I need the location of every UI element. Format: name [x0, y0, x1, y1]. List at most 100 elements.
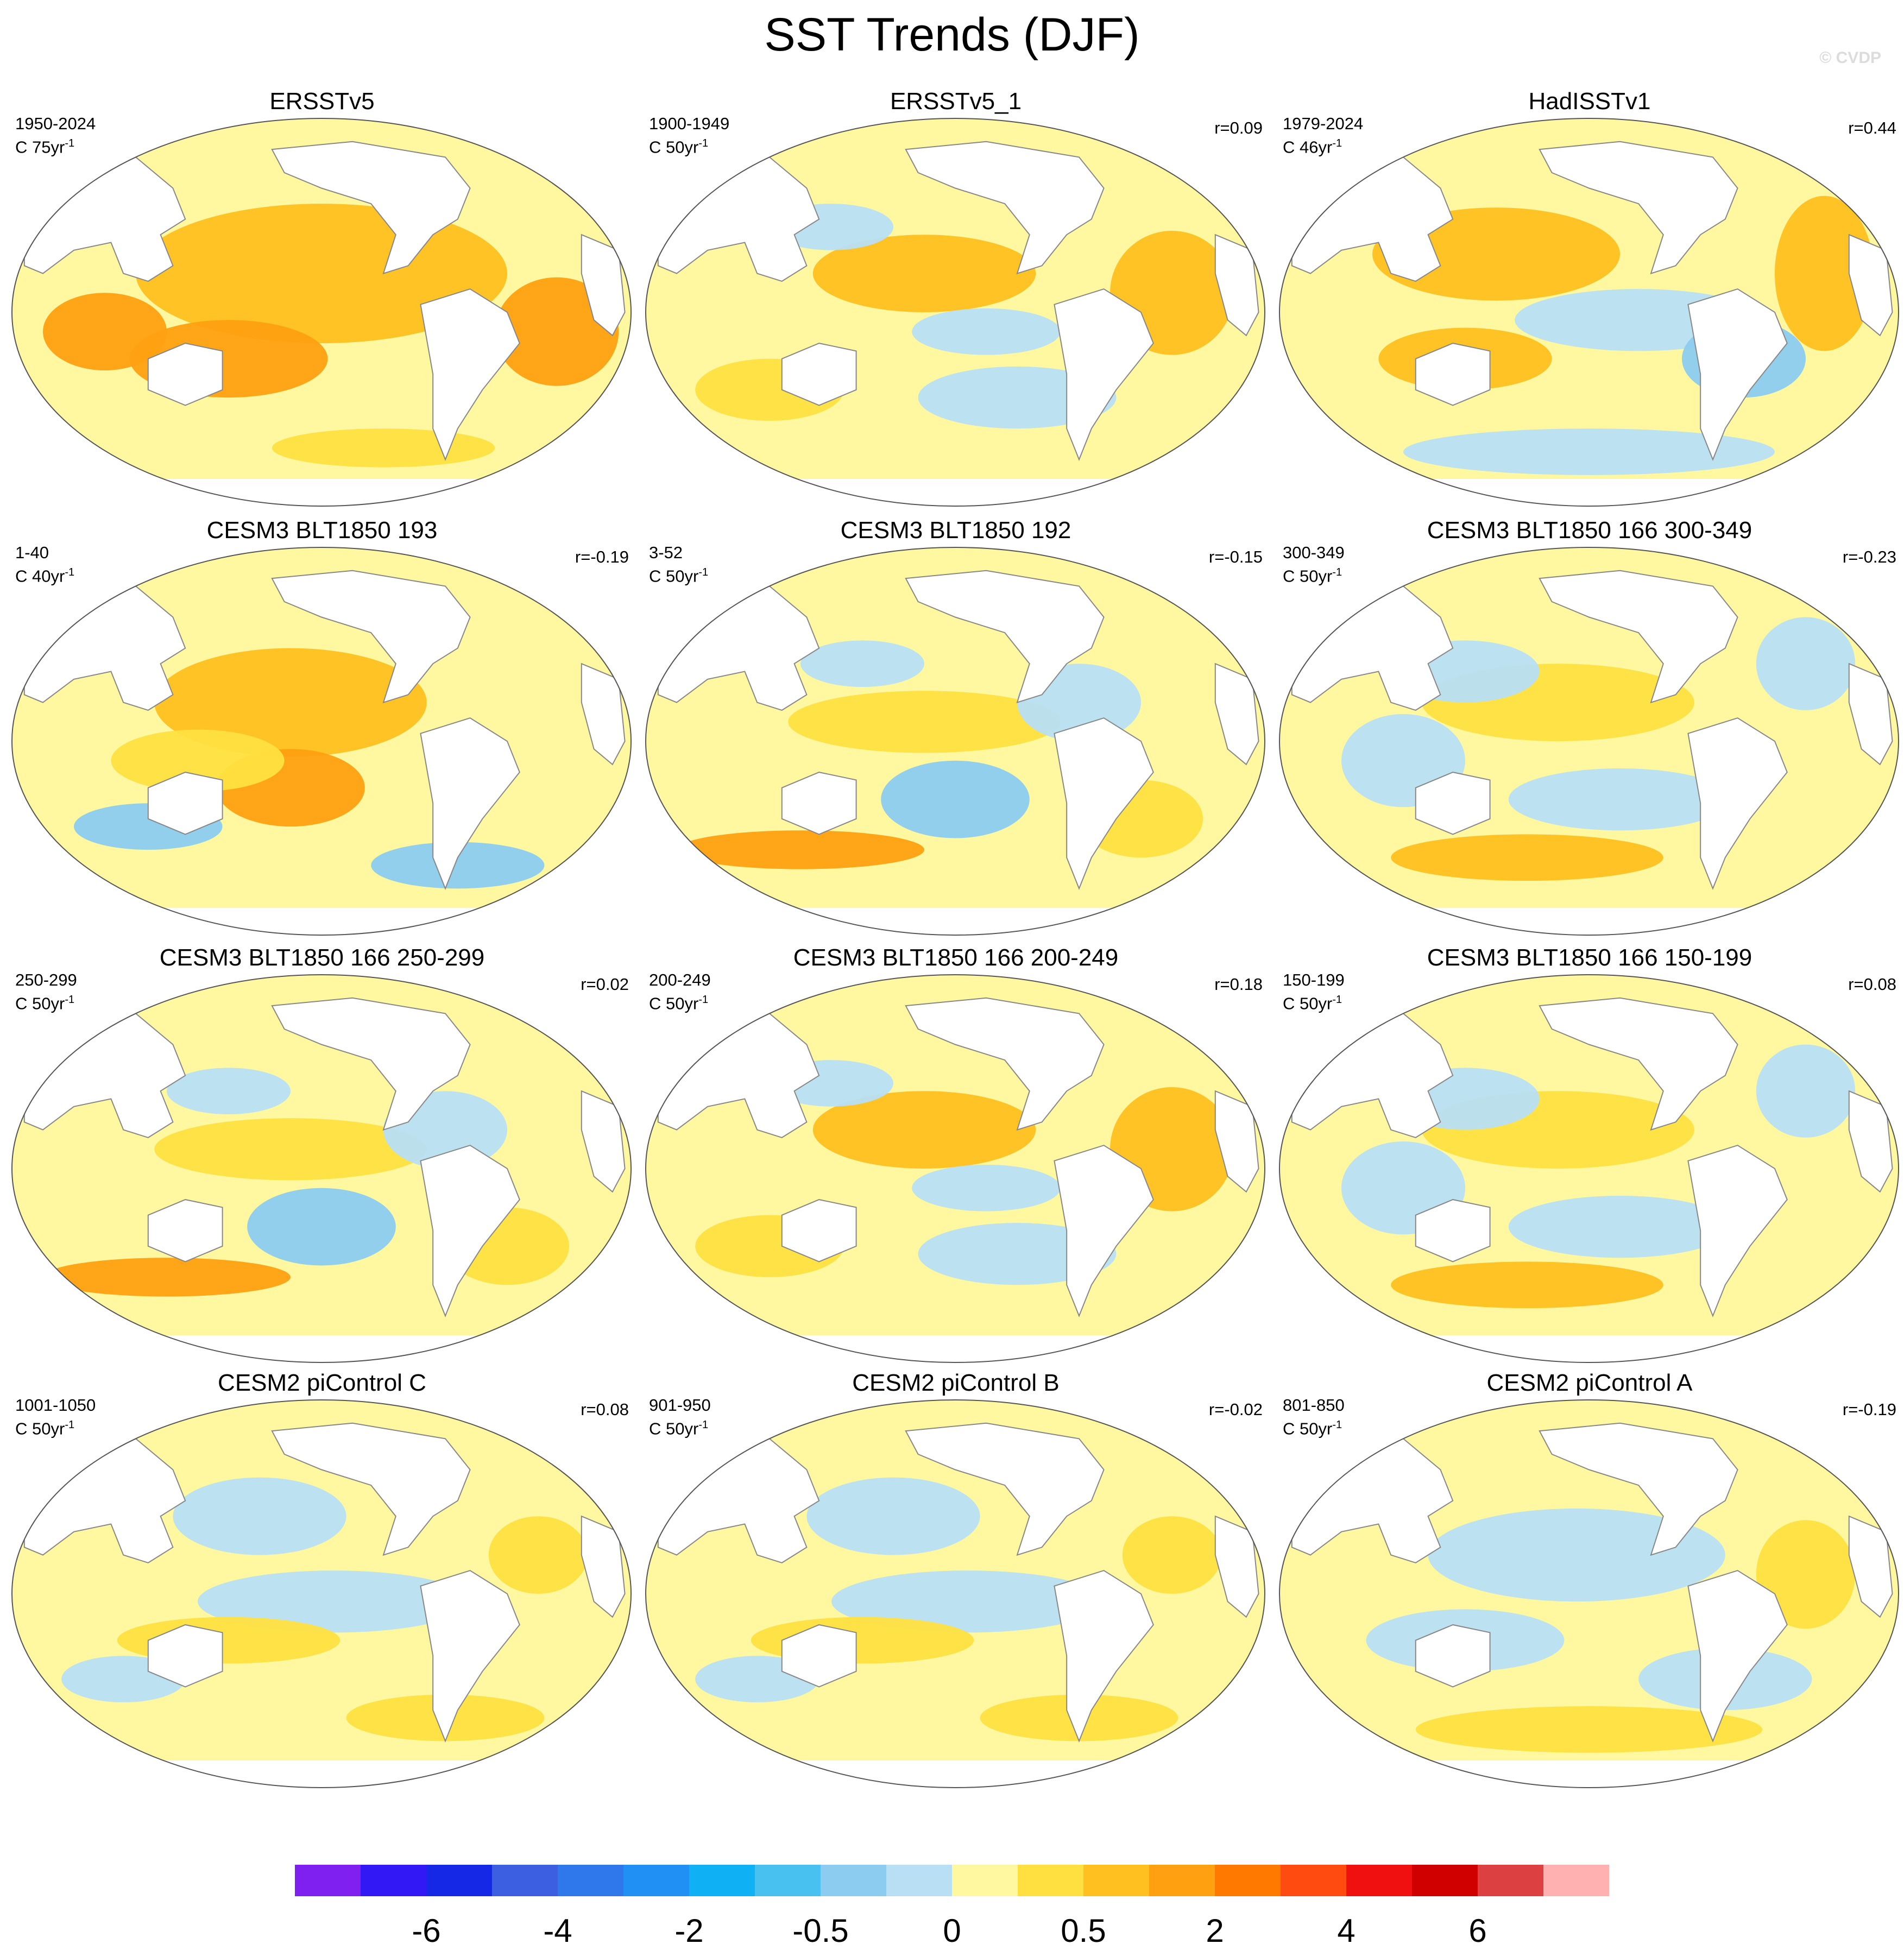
anomaly-region	[247, 1188, 396, 1266]
map-panel-p7: CESM3 BLT1850 166 250-299 250-299 C 50yr-1…	[5, 943, 639, 1372]
cvdp-credit: © CVDP	[1819, 49, 1881, 67]
figure-title: SST Trends (DJF)	[764, 9, 1140, 61]
arctic-band	[12, 975, 631, 998]
arctic-band	[1279, 118, 1899, 142]
panel-title: CESM3 BLT1850 166 250-299	[159, 944, 485, 971]
colorbar-tick-label: 6	[1468, 1913, 1487, 1949]
map-panel-p11: CESM2 piControl B 901-950 C 50yr-1 r=-0.02	[639, 1368, 1272, 1797]
australia-landmass	[1415, 1624, 1491, 1688]
anomaly-region	[1122, 1516, 1222, 1594]
colorbar-segment	[755, 1865, 821, 1896]
panel-units: C 50yr-1	[649, 137, 709, 157]
panel-title: ERSSTv5_1	[890, 88, 1022, 115]
panel-correlation: r=-0.19	[1842, 1400, 1896, 1419]
panel-correlation: r=-0.15	[1208, 547, 1263, 566]
southamerica-landmass	[1687, 1145, 1788, 1317]
panel-period: 1001-1050	[15, 1396, 96, 1415]
map-panel-p6: CESM3 BLT1850 166 300-349 300-349 C 50yr-1…	[1273, 516, 1904, 945]
colorbar-tick-label: 0	[943, 1913, 961, 1949]
colorbar-segment	[558, 1865, 624, 1896]
panel-units: C 40yr-1	[15, 566, 75, 586]
anomaly-region	[1756, 1044, 1856, 1138]
anomaly-region	[1508, 768, 1732, 831]
anomaly-region	[806, 1477, 980, 1555]
northamerica-landmass	[1539, 997, 1738, 1131]
colorbar-segment	[1149, 1865, 1215, 1896]
northamerica-landmass	[271, 1422, 471, 1556]
greenland-landmass	[518, 1415, 583, 1455]
greenland-landmass	[518, 562, 583, 603]
panel-title: CESM2 piControl B	[852, 1370, 1060, 1396]
colorbar-segment	[1346, 1865, 1413, 1896]
antarctica-landmass	[12, 479, 631, 506]
panel-period: 3-52	[649, 543, 683, 562]
anomaly-region	[1756, 617, 1856, 710]
map-panel-p3: HadISSTv1 1979-2024 C 46yr-1 r=0.44	[1273, 87, 1904, 516]
antarctica-landmass	[1279, 908, 1899, 935]
panel-correlation: r=0.08	[1848, 975, 1896, 994]
map-panel-p2: ERSSTv5_1 1900-1949 C 50yr-1 r=0.09	[639, 87, 1272, 516]
map-panel-p4: CESM3 BLT1850 193 1-40 C 40yr-1 r=-0.19	[5, 516, 639, 945]
northamerica-landmass	[905, 1422, 1105, 1556]
southamerica-landmass	[1687, 717, 1788, 890]
colorbar-tick-label: 4	[1337, 1913, 1356, 1949]
anomaly-region	[1428, 1508, 1725, 1602]
panel-title: CESM2 piControl A	[1486, 1370, 1693, 1396]
colorbar	[295, 1865, 1609, 1896]
colorbar-segment	[689, 1865, 755, 1896]
australia-landmass	[781, 1624, 857, 1688]
southamerica-landmass	[1054, 288, 1154, 461]
southamerica-landmass	[420, 1570, 520, 1743]
arctic-band	[1279, 547, 1899, 571]
sst-trend-map	[1279, 1399, 1899, 1788]
panel-correlation: r=0.02	[581, 975, 629, 994]
colorbar-segment	[1478, 1865, 1544, 1896]
panel-units: C 50yr-1	[1283, 1419, 1342, 1438]
colorbar-segment	[361, 1865, 427, 1896]
colorbar-segment	[886, 1865, 953, 1896]
colorbar-segment	[1412, 1865, 1478, 1896]
greenland-landmass	[1786, 133, 1850, 174]
map-border	[11, 1399, 632, 1788]
anomaly-region	[1508, 1195, 1732, 1258]
panel-units: C 50yr-1	[649, 994, 709, 1013]
anomaly-region	[111, 729, 285, 792]
sst-trend-map	[1279, 118, 1899, 507]
anomaly-region	[788, 691, 1061, 753]
northamerica-landmass	[905, 570, 1105, 704]
greenland-landmass	[1786, 1415, 1850, 1455]
panel-period: 250-299	[15, 970, 77, 989]
australia-landmass	[147, 343, 223, 406]
map-panel-p10: CESM2 piControl C 1001-1050 C 50yr-1 r=0.08	[5, 1368, 639, 1797]
sst-trend-map	[645, 1399, 1265, 1788]
colorbar-tick-label: 2	[1206, 1913, 1224, 1949]
antarctica-landmass	[12, 1335, 631, 1362]
anomaly-region	[1403, 428, 1775, 475]
map-border	[1279, 1399, 1899, 1788]
map-border	[645, 547, 1265, 936]
anomaly-region	[495, 277, 619, 386]
colorbar-tick-label: -4	[543, 1913, 572, 1949]
northamerica-landmass	[1539, 141, 1738, 275]
antarctica-landmass	[646, 1760, 1265, 1788]
map-border	[11, 547, 632, 936]
anomaly-region	[912, 308, 1061, 355]
australia-landmass	[1415, 343, 1491, 406]
sst-trend-map	[11, 1399, 632, 1788]
panel-title: CESM3 BLT1850 166 200-249	[793, 944, 1119, 971]
colorbar-segment	[821, 1865, 887, 1896]
anomaly-region	[1391, 834, 1663, 881]
panel-units: C 50yr-1	[649, 566, 709, 586]
panel-correlation: r=-0.23	[1842, 547, 1896, 566]
arctic-band	[646, 118, 1265, 142]
northamerica-landmass	[271, 997, 471, 1131]
map-panel-p5: CESM3 BLT1850 192 3-52 C 50yr-1 r=-0.15	[639, 516, 1272, 945]
map-border	[1279, 547, 1899, 936]
panel-correlation: r=0.09	[1214, 118, 1263, 137]
colorbar-segment	[952, 1865, 1018, 1896]
australia-landmass	[781, 343, 857, 406]
sst-trend-map	[1279, 547, 1899, 936]
sst-trend-map	[645, 118, 1265, 507]
northamerica-landmass	[271, 570, 471, 704]
panel-correlation: r=0.18	[1214, 975, 1263, 994]
